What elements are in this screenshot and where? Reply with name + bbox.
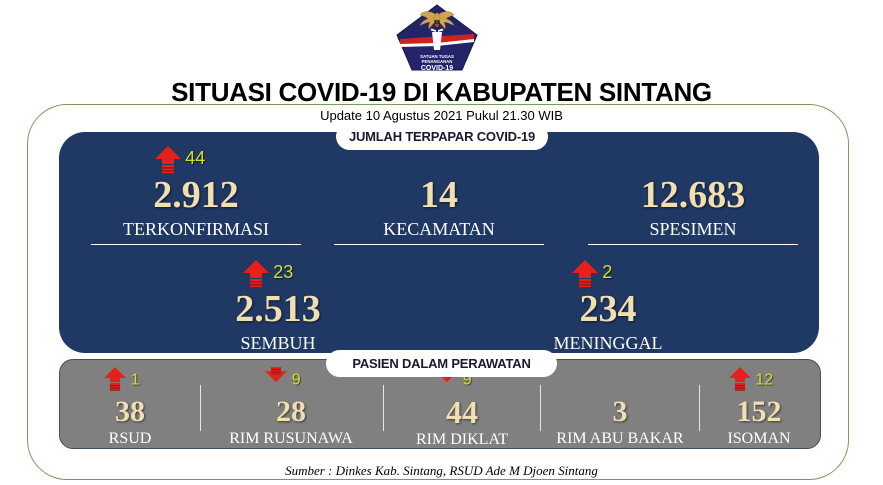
svg-text:COVID-19: COVID-19	[421, 65, 453, 72]
svg-text:PENANGANAN: PENANGANAN	[422, 59, 453, 64]
